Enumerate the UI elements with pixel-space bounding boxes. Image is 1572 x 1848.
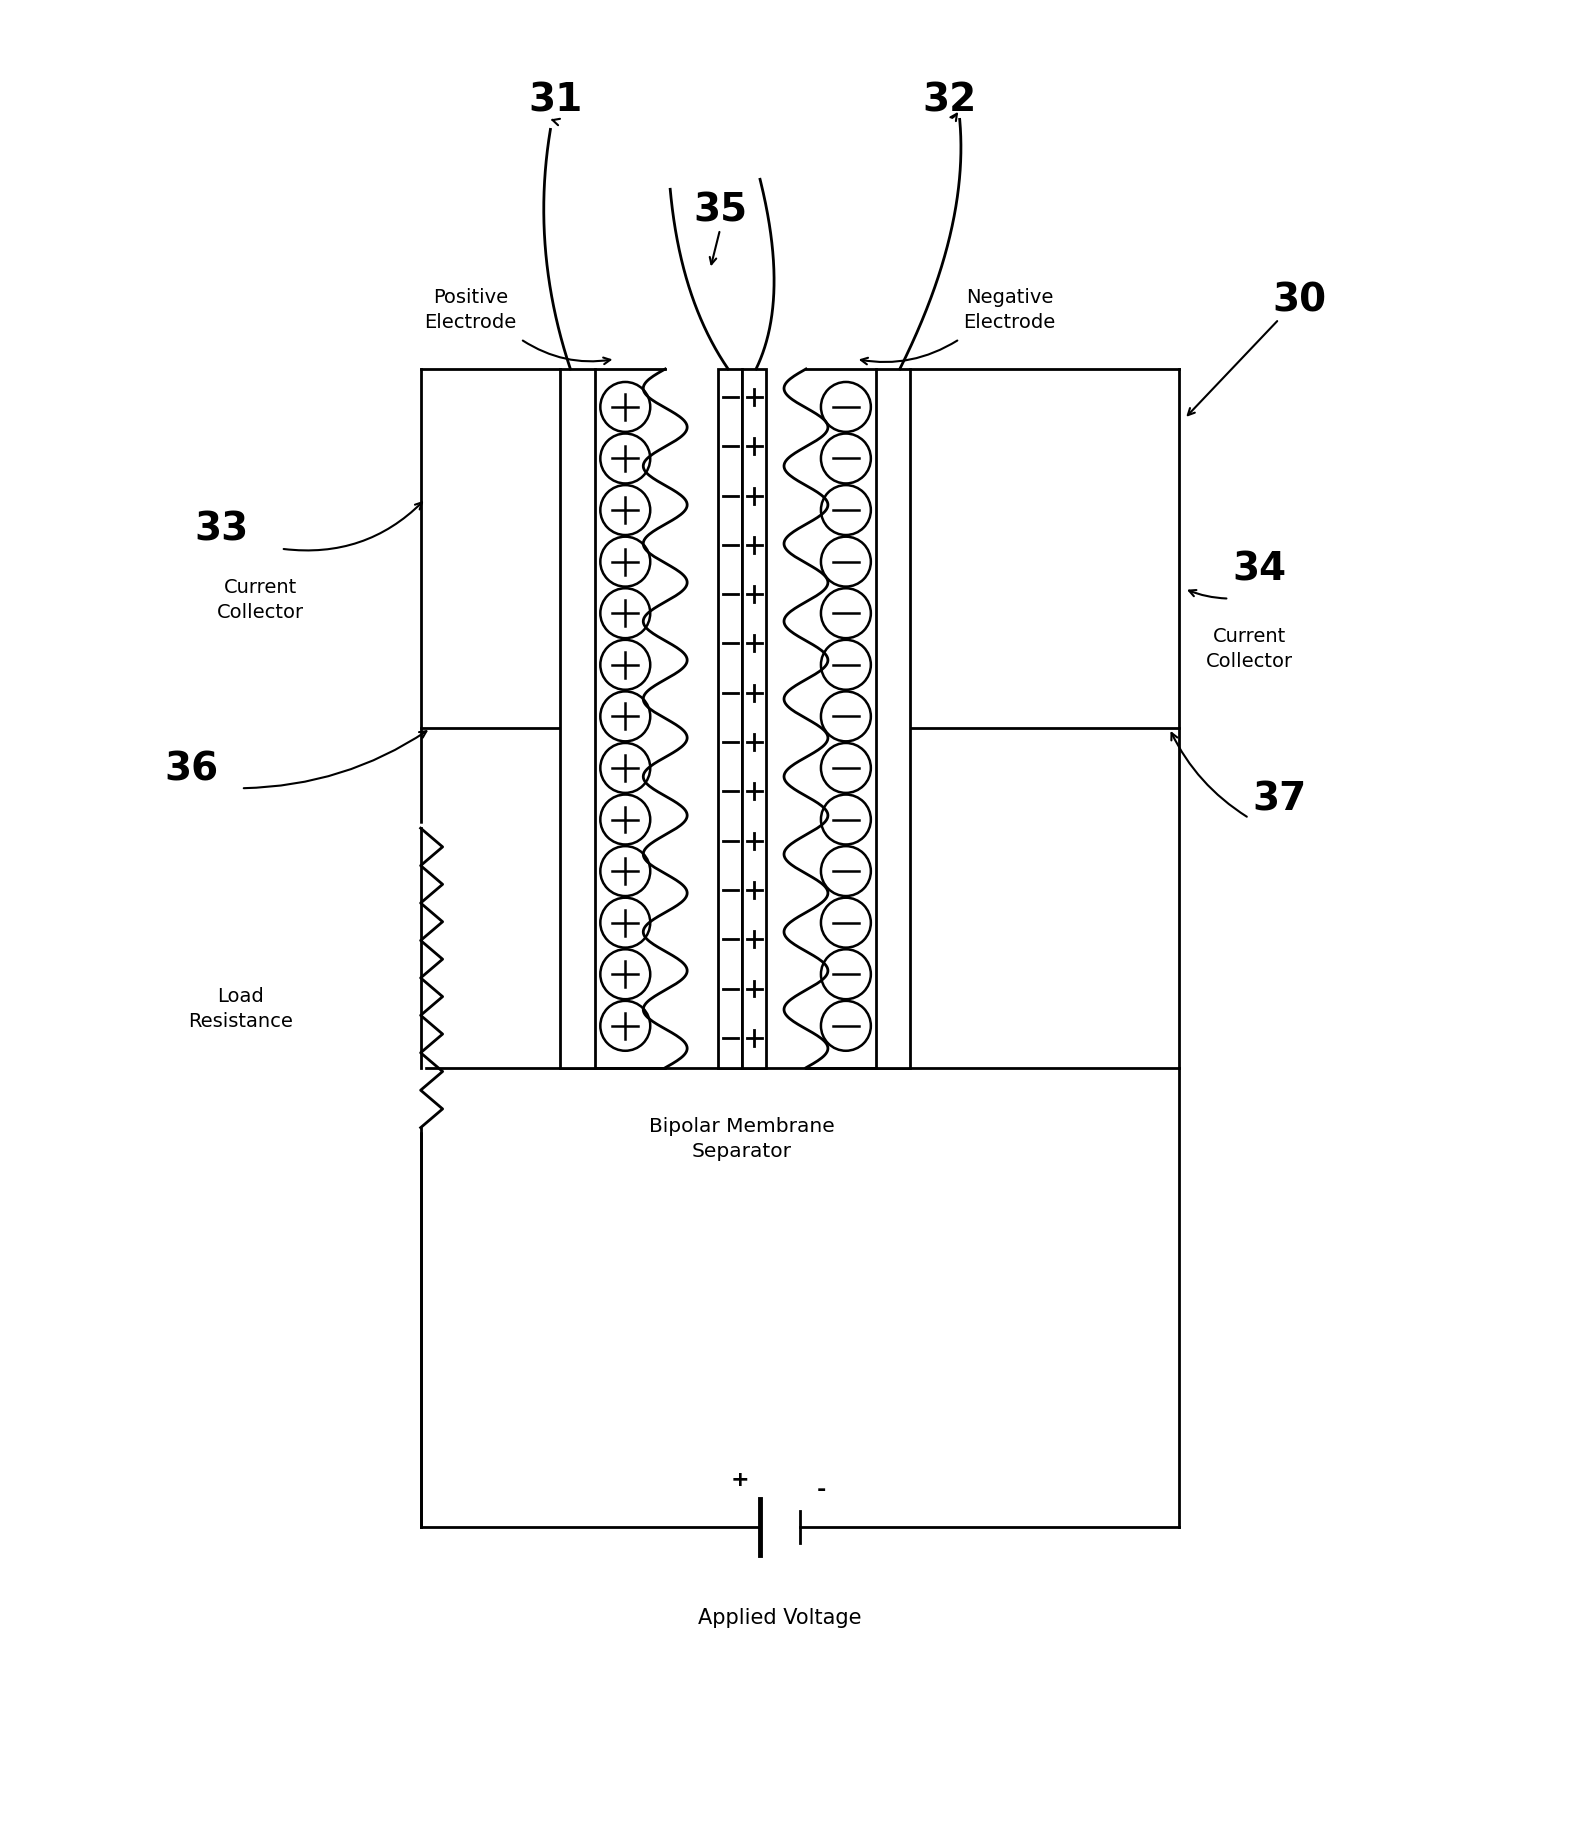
Text: Positive
Electrode: Positive Electrode [424, 288, 517, 333]
Polygon shape [876, 370, 910, 1068]
Text: Current
Collector: Current Collector [1206, 626, 1292, 671]
Text: Negative
Electrode: Negative Electrode [964, 288, 1056, 333]
Text: 36: 36 [163, 750, 219, 787]
Text: Load
Resistance: Load Resistance [189, 987, 294, 1031]
Text: 35: 35 [693, 190, 747, 229]
Text: Current
Collector: Current Collector [217, 577, 305, 621]
Text: 32: 32 [923, 81, 976, 120]
Polygon shape [718, 370, 742, 1068]
Text: Bipolar Membrane
Separator: Bipolar Membrane Separator [649, 1116, 835, 1161]
Text: +: + [731, 1469, 750, 1489]
Text: 30: 30 [1272, 281, 1327, 320]
Polygon shape [560, 370, 596, 1068]
Text: Applied Voltage: Applied Voltage [698, 1608, 861, 1626]
Polygon shape [742, 370, 766, 1068]
Text: 37: 37 [1251, 780, 1306, 819]
Text: 31: 31 [528, 81, 583, 120]
Text: -: - [817, 1478, 827, 1499]
Text: 33: 33 [193, 510, 248, 549]
Text: 34: 34 [1232, 551, 1286, 588]
